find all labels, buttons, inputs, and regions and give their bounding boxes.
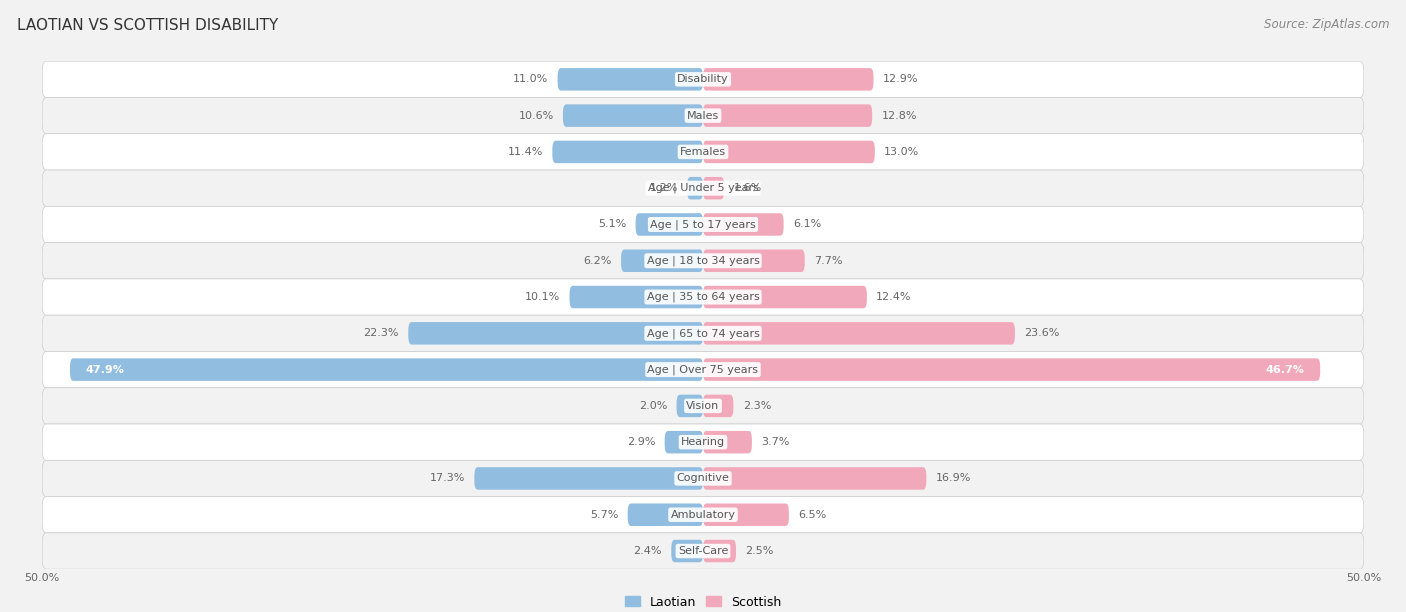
FancyBboxPatch shape xyxy=(621,250,703,272)
Text: 16.9%: 16.9% xyxy=(935,474,972,483)
Text: 12.8%: 12.8% xyxy=(882,111,917,121)
FancyBboxPatch shape xyxy=(703,359,1320,381)
Text: 1.2%: 1.2% xyxy=(650,183,678,193)
Text: 6.2%: 6.2% xyxy=(583,256,612,266)
Text: 17.3%: 17.3% xyxy=(430,474,465,483)
FancyBboxPatch shape xyxy=(703,213,783,236)
Text: Age | 35 to 64 years: Age | 35 to 64 years xyxy=(647,292,759,302)
FancyBboxPatch shape xyxy=(703,177,724,200)
FancyBboxPatch shape xyxy=(42,533,1364,569)
FancyBboxPatch shape xyxy=(42,460,1364,496)
FancyBboxPatch shape xyxy=(703,250,804,272)
FancyBboxPatch shape xyxy=(703,540,737,562)
FancyBboxPatch shape xyxy=(703,467,927,490)
FancyBboxPatch shape xyxy=(42,61,1364,97)
FancyBboxPatch shape xyxy=(42,496,1364,533)
Text: 12.9%: 12.9% xyxy=(883,74,918,84)
FancyBboxPatch shape xyxy=(703,322,1015,345)
FancyBboxPatch shape xyxy=(42,424,1364,460)
Text: Source: ZipAtlas.com: Source: ZipAtlas.com xyxy=(1264,18,1389,31)
Text: Age | Over 75 years: Age | Over 75 years xyxy=(648,364,758,375)
FancyBboxPatch shape xyxy=(703,286,868,308)
FancyBboxPatch shape xyxy=(671,540,703,562)
FancyBboxPatch shape xyxy=(42,97,1364,134)
Text: 2.5%: 2.5% xyxy=(745,546,773,556)
Text: Vision: Vision xyxy=(686,401,720,411)
Text: Males: Males xyxy=(688,111,718,121)
Text: Females: Females xyxy=(681,147,725,157)
FancyBboxPatch shape xyxy=(703,395,734,417)
FancyBboxPatch shape xyxy=(42,134,1364,170)
Text: Age | 5 to 17 years: Age | 5 to 17 years xyxy=(650,219,756,230)
Text: 11.0%: 11.0% xyxy=(513,74,548,84)
FancyBboxPatch shape xyxy=(474,467,703,490)
Text: 5.1%: 5.1% xyxy=(598,220,626,230)
Text: Ambulatory: Ambulatory xyxy=(671,510,735,520)
Text: 3.7%: 3.7% xyxy=(761,437,790,447)
FancyBboxPatch shape xyxy=(703,431,752,453)
Text: 10.6%: 10.6% xyxy=(519,111,554,121)
Text: 10.1%: 10.1% xyxy=(524,292,560,302)
FancyBboxPatch shape xyxy=(42,388,1364,424)
FancyBboxPatch shape xyxy=(42,170,1364,206)
FancyBboxPatch shape xyxy=(42,242,1364,279)
FancyBboxPatch shape xyxy=(569,286,703,308)
Text: 12.4%: 12.4% xyxy=(876,292,911,302)
Text: 22.3%: 22.3% xyxy=(364,328,399,338)
Text: 2.0%: 2.0% xyxy=(638,401,668,411)
FancyBboxPatch shape xyxy=(70,359,703,381)
Text: 2.4%: 2.4% xyxy=(634,546,662,556)
FancyBboxPatch shape xyxy=(42,206,1364,242)
FancyBboxPatch shape xyxy=(562,105,703,127)
Text: Disability: Disability xyxy=(678,74,728,84)
FancyBboxPatch shape xyxy=(627,504,703,526)
Text: 1.6%: 1.6% xyxy=(734,183,762,193)
Text: 2.9%: 2.9% xyxy=(627,437,655,447)
Text: Age | 18 to 34 years: Age | 18 to 34 years xyxy=(647,255,759,266)
Text: 6.1%: 6.1% xyxy=(793,220,821,230)
FancyBboxPatch shape xyxy=(676,395,703,417)
Text: Age | Under 5 years: Age | Under 5 years xyxy=(648,183,758,193)
Legend: Laotian, Scottish: Laotian, Scottish xyxy=(620,591,786,612)
FancyBboxPatch shape xyxy=(703,141,875,163)
Text: Self-Care: Self-Care xyxy=(678,546,728,556)
FancyBboxPatch shape xyxy=(636,213,703,236)
FancyBboxPatch shape xyxy=(703,68,873,91)
Text: Hearing: Hearing xyxy=(681,437,725,447)
Text: Age | 65 to 74 years: Age | 65 to 74 years xyxy=(647,328,759,338)
Text: 6.5%: 6.5% xyxy=(799,510,827,520)
FancyBboxPatch shape xyxy=(42,351,1364,388)
FancyBboxPatch shape xyxy=(408,322,703,345)
FancyBboxPatch shape xyxy=(553,141,703,163)
FancyBboxPatch shape xyxy=(703,105,872,127)
Text: 7.7%: 7.7% xyxy=(814,256,842,266)
FancyBboxPatch shape xyxy=(42,279,1364,315)
Text: Cognitive: Cognitive xyxy=(676,474,730,483)
Text: 47.9%: 47.9% xyxy=(86,365,125,375)
FancyBboxPatch shape xyxy=(665,431,703,453)
Text: 2.3%: 2.3% xyxy=(742,401,770,411)
Text: 13.0%: 13.0% xyxy=(884,147,920,157)
Text: 23.6%: 23.6% xyxy=(1024,328,1060,338)
Text: 46.7%: 46.7% xyxy=(1265,365,1305,375)
FancyBboxPatch shape xyxy=(703,504,789,526)
FancyBboxPatch shape xyxy=(688,177,703,200)
FancyBboxPatch shape xyxy=(42,315,1364,351)
Text: 11.4%: 11.4% xyxy=(508,147,543,157)
FancyBboxPatch shape xyxy=(558,68,703,91)
Text: 5.7%: 5.7% xyxy=(591,510,619,520)
Text: LAOTIAN VS SCOTTISH DISABILITY: LAOTIAN VS SCOTTISH DISABILITY xyxy=(17,18,278,34)
